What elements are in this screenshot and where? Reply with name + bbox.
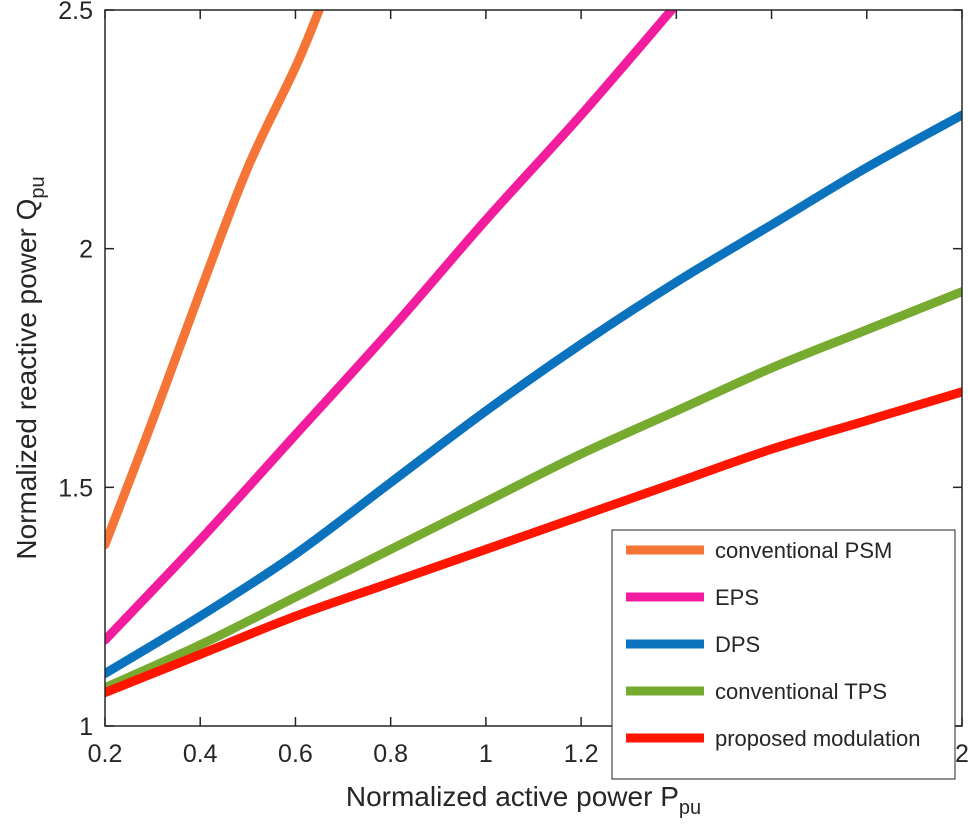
y-tick-label: 2 (79, 236, 93, 264)
x-tick-label: 0.2 (88, 740, 123, 768)
legend: conventional PSM EPS DPS conventional TPS pr… (611, 529, 956, 780)
series-line-1 (105, 10, 677, 645)
x-tick-label: 0.8 (373, 740, 408, 768)
y-axis-label: Normalized reactive power Qpu (11, 176, 49, 559)
x-axis-label-main: Normalized active power P (346, 781, 679, 812)
legend-label: proposed modulation (715, 726, 920, 751)
legend-item: conventional PSM (626, 538, 892, 563)
series-line-3 (105, 287, 962, 693)
series-layer (105, 10, 962, 698)
legend-label: DPS (715, 632, 760, 657)
series-line-0 (105, 10, 324, 550)
y-tick-label: 2.5 (58, 0, 93, 25)
x-axis-label: Normalized active power Ppu (346, 781, 701, 819)
x-tick-label: 1 (479, 740, 493, 768)
y-tick-label: 1.5 (58, 474, 93, 502)
legend-item: conventional TPS (626, 679, 887, 704)
x-tick-label: 1.2 (564, 740, 599, 768)
x-tick-label: 0.4 (183, 740, 218, 768)
legend-label: conventional TPS (715, 679, 887, 704)
plot-frame (104, 9, 963, 727)
legend-item: proposed modulation (626, 726, 920, 751)
legend-item: EPS (626, 585, 759, 610)
series-line-4 (105, 387, 962, 698)
y-axis-label-subscript: pu (27, 176, 49, 198)
x-axis-label-subscript: pu (679, 797, 701, 819)
legend-label: EPS (715, 585, 759, 610)
legend-item: DPS (626, 632, 760, 657)
y-axis-label-main: Normalized reactive power Q (11, 199, 42, 560)
legend-label: conventional PSM (715, 538, 892, 563)
y-tick-label: 1 (79, 713, 93, 741)
x-tick-label: 0.6 (278, 740, 313, 768)
series-line-2 (105, 110, 962, 678)
x-tick-label: 2 (955, 740, 968, 768)
